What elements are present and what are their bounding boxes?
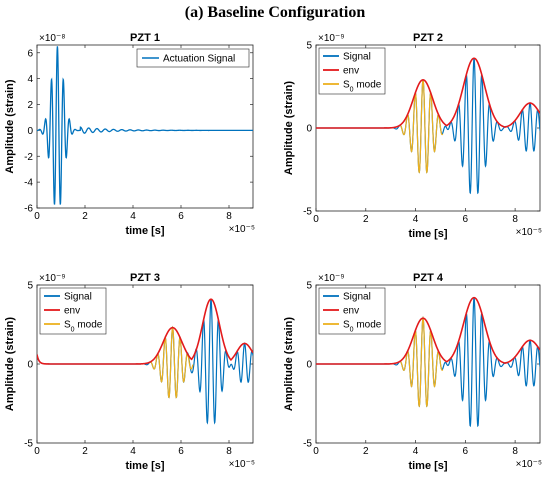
- series-line-actuation-signal: [37, 46, 253, 205]
- legend: Actuation Signal: [136, 48, 250, 68]
- y-exponent-label: ×10⁻⁹: [39, 273, 66, 284]
- x-axis-label: time [s]: [408, 460, 447, 472]
- x-tick-label: 4: [130, 446, 136, 457]
- y-tick-label: 5: [306, 281, 312, 292]
- x-exponent-label: ×10⁻⁵: [229, 459, 255, 470]
- legend-label: env: [343, 306, 359, 317]
- legend-box: [136, 48, 250, 68]
- series-line-env: [37, 298, 253, 365]
- chart-title: PZT 1: [130, 32, 160, 44]
- x-tick-label: 8: [226, 211, 232, 222]
- y-axis-label: Amplitude (strain): [283, 81, 295, 175]
- legend-label: Signal: [64, 292, 92, 303]
- x-axis-label: time [s]: [125, 225, 164, 237]
- series-line-env: [316, 296, 540, 365]
- x-tick-label: 6: [463, 214, 469, 225]
- y-tick-label: -2: [24, 152, 33, 163]
- legend-label: env: [343, 66, 359, 77]
- legend-label: Signal: [343, 292, 371, 303]
- legend-label: S0 mode: [64, 320, 103, 334]
- legend-label: S0 mode: [343, 80, 382, 94]
- y-tick-label: 2: [27, 100, 33, 111]
- x-exponent-label: ×10⁻⁵: [516, 459, 542, 470]
- legend: Signal env S0 mode: [39, 287, 107, 335]
- y-tick-label: 4: [27, 74, 33, 85]
- legend: Signal env S0 mode: [318, 287, 386, 335]
- plot-lines: [316, 296, 540, 428]
- y-tick-label: 0: [27, 126, 33, 137]
- x-axis-label: time [s]: [125, 460, 164, 472]
- x-exponent-label: ×10⁻⁵: [229, 224, 255, 235]
- y-tick-label: 5: [306, 41, 312, 52]
- chart-panel-1: PZT 1 0 2 4 6 8 -6 -4 -2 0 2 4 6 ×10⁻⁸ ×10⁻⁵ time [s] Am…: [4, 32, 255, 237]
- y-tick-label: 0: [306, 360, 312, 371]
- x-axis-label: time [s]: [408, 228, 447, 240]
- x-tick-label: 6: [463, 446, 469, 457]
- legend: Signal env S0 mode: [318, 47, 386, 95]
- x-tick-label: 8: [512, 214, 518, 225]
- x-tick-label: 2: [82, 211, 88, 222]
- x-tick-label: 8: [512, 446, 518, 457]
- chart-title: PZT 2: [413, 32, 443, 44]
- x-tick-label: 2: [82, 446, 88, 457]
- y-tick-label: -4: [24, 178, 33, 189]
- plot-lines: [37, 46, 253, 205]
- y-exponent-label: ×10⁻⁹: [318, 33, 345, 44]
- y-tick-label: -5: [303, 207, 312, 218]
- plot-lines: [37, 298, 253, 425]
- x-tick-label: 0: [34, 446, 40, 457]
- x-tick-label: 8: [226, 446, 232, 457]
- x-tick-label: 6: [178, 446, 184, 457]
- y-tick-label: -5: [303, 439, 312, 450]
- x-tick-label: 6: [178, 211, 184, 222]
- legend-label: Actuation Signal: [163, 54, 235, 65]
- y-tick-label: -5: [24, 439, 33, 450]
- x-tick-label: 0: [313, 214, 319, 225]
- y-exponent-label: ×10⁻⁹: [318, 273, 345, 284]
- x-tick-label: 4: [130, 211, 136, 222]
- x-tick-label: 4: [413, 446, 419, 457]
- y-axis-label: Amplitude (strain): [4, 79, 16, 173]
- figure-title: (a) Baseline Configuration: [184, 4, 366, 21]
- plot-lines: [316, 57, 540, 195]
- legend-label: S0 mode: [343, 320, 382, 334]
- x-tick-label: 0: [34, 211, 40, 222]
- y-tick-label: 6: [27, 48, 33, 59]
- plot-area: [36, 44, 254, 209]
- y-axis-label: Amplitude (strain): [283, 317, 295, 411]
- x-tick-label: 2: [363, 214, 369, 225]
- x-tick-label: 2: [363, 446, 369, 457]
- legend-label: env: [64, 306, 80, 317]
- y-exponent-label: ×10⁻⁸: [39, 33, 65, 44]
- x-tick-label: 0: [313, 446, 319, 457]
- x-tick-label: 4: [413, 214, 419, 225]
- y-tick-label: 0: [27, 360, 33, 371]
- series-line-env: [316, 57, 540, 129]
- chart-title: PZT 3: [130, 272, 160, 284]
- x-exponent-label: ×10⁻⁵: [516, 227, 542, 238]
- legend-label: Signal: [343, 52, 371, 63]
- y-tick-label: 0: [306, 124, 312, 135]
- y-tick-label: -6: [24, 204, 33, 215]
- y-tick-label: 5: [27, 281, 33, 292]
- chart-title: PZT 4: [413, 272, 444, 284]
- y-axis-label: Amplitude (strain): [4, 317, 16, 411]
